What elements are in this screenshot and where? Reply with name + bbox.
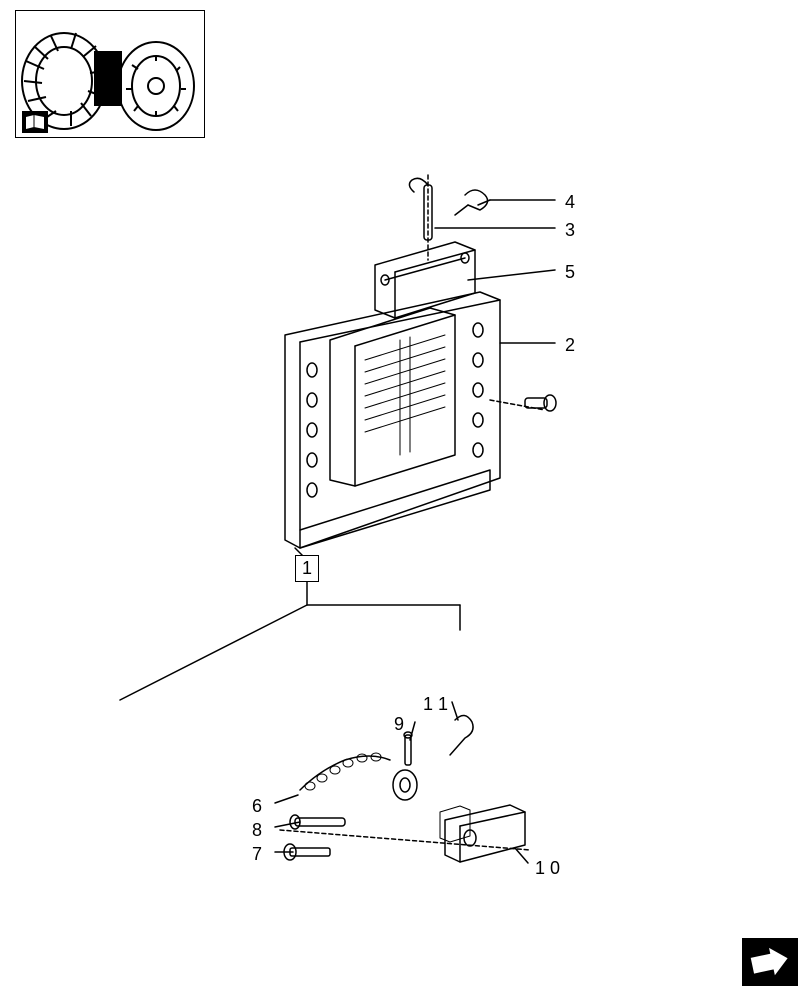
callout-4: 4 (565, 192, 575, 213)
callout-3: 3 (565, 220, 575, 241)
exploded-diagram (0, 0, 808, 1000)
callout-5: 5 (565, 262, 575, 283)
next-page-icon[interactable] (742, 938, 798, 986)
callout-8: 8 (252, 820, 262, 841)
callout-11: 1 1 (423, 694, 448, 715)
callout-1: 1 (295, 555, 319, 582)
callout-6: 6 (252, 796, 262, 817)
callout-2: 2 (565, 335, 575, 356)
callout-10: 1 0 (535, 858, 560, 879)
callout-9: 9 (394, 714, 404, 735)
callout-7: 7 (252, 844, 262, 865)
